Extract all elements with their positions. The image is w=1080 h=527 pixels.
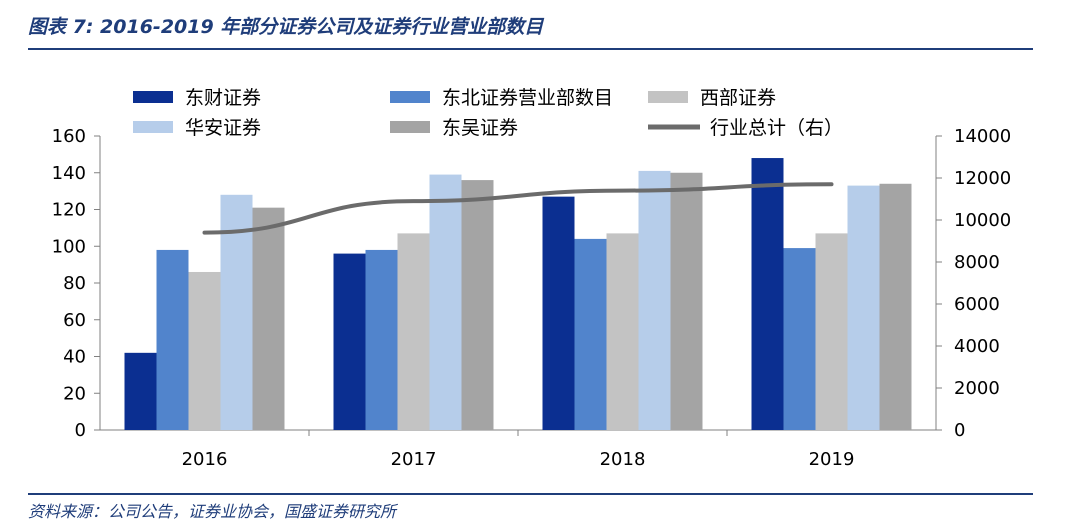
line-series — [202, 182, 834, 235]
y2-tick-label: 6000 — [954, 294, 1000, 315]
bar — [461, 180, 494, 430]
line-series-path — [202, 182, 834, 235]
bar — [542, 196, 575, 430]
legend-item: 西部证券 — [648, 87, 776, 109]
top-rule — [28, 48, 1033, 50]
legend-label: 东吴证券 — [442, 117, 518, 139]
legend-label: 华安证券 — [185, 117, 261, 139]
legend-label: 行业总计（右） — [710, 117, 843, 139]
y-tick-label: 160 — [52, 126, 86, 147]
y2-tick-label: 8000 — [954, 252, 1000, 273]
bar — [574, 238, 607, 430]
bar — [429, 174, 462, 430]
x-tick-label: 2018 — [600, 449, 646, 470]
bars — [124, 158, 912, 431]
source-note: 资料来源：公司公告，证券业协会，国盛证券研究所 — [28, 502, 397, 521]
legend-swatch — [390, 121, 430, 133]
y-tick-label: 40 — [63, 347, 86, 368]
y-tick-label: 20 — [63, 383, 86, 404]
bar — [670, 172, 703, 430]
legend-item: 行业总计（右） — [648, 117, 843, 139]
y-tick-label: 120 — [52, 200, 86, 221]
bar — [156, 249, 189, 430]
legend-label: 东财证券 — [185, 87, 261, 109]
bar — [333, 253, 366, 430]
bar — [606, 233, 639, 430]
y2-tick-label: 12000 — [954, 168, 1011, 189]
legend-swatch — [133, 121, 173, 133]
figure-title: 图表 7: 2016-2019 年部分证券公司及证券行业营业部数目 — [28, 16, 544, 38]
legend-label: 西部证券 — [700, 87, 776, 109]
y2-tick-label: 4000 — [954, 336, 1000, 357]
y2-tick-label: 0 — [954, 420, 965, 441]
bar — [188, 271, 221, 430]
y-tick-label: 0 — [75, 420, 86, 441]
y2-tick-label: 2000 — [954, 378, 1000, 399]
legend-item: 东北证券营业部数目 — [390, 87, 613, 109]
y-tick-label: 140 — [52, 163, 86, 184]
bar — [365, 249, 398, 430]
y-tick-label: 100 — [52, 236, 86, 257]
legend-label: 东北证券营业部数目 — [442, 87, 613, 109]
legend-item: 华安证券 — [133, 117, 261, 139]
y-tick-label: 60 — [63, 310, 86, 331]
bar — [847, 185, 880, 430]
bar — [751, 158, 784, 431]
legend-swatch — [390, 91, 430, 103]
bar — [638, 170, 671, 430]
bar — [124, 352, 157, 430]
bar — [815, 233, 848, 430]
legend-swatch — [133, 91, 173, 103]
bar — [252, 207, 285, 430]
bottom-rule — [28, 493, 1033, 495]
x-tick-label: 2017 — [391, 449, 437, 470]
x-tick-label: 2019 — [809, 449, 855, 470]
y2-tick-label: 14000 — [954, 126, 1011, 147]
x-tick-label: 2016 — [182, 449, 228, 470]
y2-tick-label: 10000 — [954, 210, 1011, 231]
legend-item: 东吴证券 — [390, 117, 518, 139]
bar — [783, 248, 816, 430]
legend-item: 东财证券 — [133, 87, 261, 109]
legend-swatch — [648, 91, 688, 103]
y-tick-label: 80 — [63, 273, 86, 294]
bar — [879, 183, 912, 430]
bar — [397, 233, 430, 430]
